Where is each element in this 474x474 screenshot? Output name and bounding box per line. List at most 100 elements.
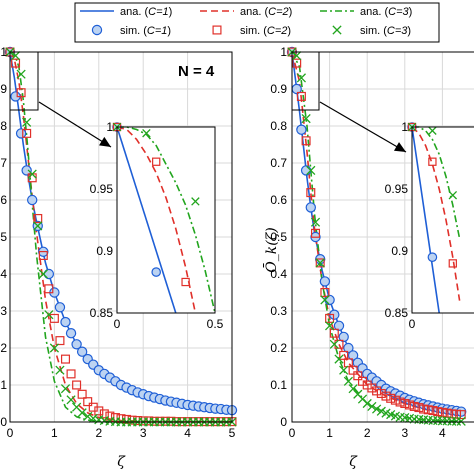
main-marker-c3 xyxy=(329,339,339,349)
legend-label-suffix: ) xyxy=(407,25,411,37)
main-marker-c2 xyxy=(310,228,321,238)
inset-marker-c2 xyxy=(181,277,190,287)
main-marker-c2 xyxy=(348,365,358,375)
inset-line-c2 xyxy=(411,126,461,301)
main-marker-c2 xyxy=(94,406,104,416)
main-marker-c2 xyxy=(38,250,48,261)
legend-label-suffix: ) xyxy=(167,25,171,37)
inset-marker-c3 xyxy=(448,190,458,200)
main-marker-c2 xyxy=(72,380,82,390)
main-marker-c3 xyxy=(306,165,316,175)
main-marker-c2 xyxy=(456,410,466,420)
inset-marker-c2 xyxy=(428,157,437,166)
main-marker-c2 xyxy=(343,358,353,368)
main-marker-c1 xyxy=(76,346,88,357)
main-marker-c3 xyxy=(334,354,344,364)
legend-entry-simulation-c1: sim. (C=1) xyxy=(91,24,171,37)
legend-label-prefix: ana. ( xyxy=(360,6,388,18)
main-marker-c3 xyxy=(38,269,48,279)
main-marker-c1 xyxy=(43,268,55,280)
main-marker-c3 xyxy=(22,117,32,127)
legend-label-prefix: sim. ( xyxy=(360,25,387,37)
main-marker-c3 xyxy=(339,365,349,375)
main-marker-c2 xyxy=(66,369,76,379)
main-marker-c2 xyxy=(423,405,433,415)
legend-label-prefix: sim. ( xyxy=(120,25,147,37)
main-marker-c3 xyxy=(367,401,377,412)
x-axis-label: ζ xyxy=(349,454,358,470)
y-tick-label: 0.5 xyxy=(270,230,287,244)
main-marker-c2 xyxy=(442,408,452,418)
plot-frame xyxy=(291,51,474,423)
main-marker-c3 xyxy=(320,295,330,305)
main-marker-c2 xyxy=(400,398,410,409)
main-marker-c2 xyxy=(11,58,21,68)
x-tick-label: 2 xyxy=(95,426,102,440)
main-marker-c1 xyxy=(347,350,359,361)
main-marker-c2 xyxy=(381,391,391,401)
legend-label-prefix: sim. ( xyxy=(240,25,267,37)
main-marker-c1 xyxy=(15,128,27,139)
zoom-arrow xyxy=(319,101,407,153)
main-marker-c2 xyxy=(419,404,429,414)
inset-plot: 0.85 0.9 0.95 1 0 xyxy=(385,120,474,331)
main-marker-c2 xyxy=(306,188,316,198)
x-tick-label: 4 xyxy=(184,426,191,440)
inset-line-c1 xyxy=(116,126,177,314)
main-marker-c2 xyxy=(320,287,330,298)
zoom-arrow-head xyxy=(99,136,111,147)
main-marker-c2 xyxy=(292,58,302,68)
y-tick-label: .7 xyxy=(0,156,7,170)
inset-marker-c1 xyxy=(427,252,438,263)
y-tick-label: 0 xyxy=(280,415,287,429)
inset-y-tick-label: 1 xyxy=(106,120,113,134)
inset-plot: 0.85 0.9 0.95 1 0 0.5 xyxy=(90,120,224,331)
legend-label: ana. (C=3) xyxy=(360,6,412,18)
main-marker-c1 xyxy=(456,406,467,417)
y-tick-label: .6 xyxy=(0,193,7,207)
legend-marker-c2 xyxy=(212,25,222,35)
legend-label-suffix: ) xyxy=(287,25,291,37)
legend-entry-analytical-c2: ana. (C=2) xyxy=(200,6,292,18)
main-marker-c2 xyxy=(296,91,306,101)
zoom-arrow xyxy=(38,101,112,148)
legend-entry-simulation-c3: sim. (C=3) xyxy=(332,25,411,37)
main-marker-c2 xyxy=(404,400,415,410)
main-marker-c2 xyxy=(395,397,405,407)
main-marker-c3 xyxy=(27,169,37,179)
y-tick-label: 0.3 xyxy=(270,304,287,318)
main-marker-c1 xyxy=(296,124,307,135)
inset-marker-c1 xyxy=(151,267,161,277)
main-marker-c2 xyxy=(386,393,396,403)
main-marker-c3 xyxy=(44,310,54,320)
inset-x-tick-label: 0.5 xyxy=(207,317,224,331)
main-marker-c2 xyxy=(16,88,26,98)
main-marker-c3 xyxy=(10,51,21,61)
inset-background xyxy=(412,127,474,313)
main-marker-c2 xyxy=(105,411,115,421)
main-marker-c3 xyxy=(325,321,335,331)
y-tick-label: 0.7 xyxy=(270,156,287,170)
main-marker-c2 xyxy=(409,401,419,411)
plot-frame xyxy=(9,51,233,423)
main-line-c3 xyxy=(291,51,462,423)
main-marker-c3 xyxy=(456,416,466,426)
legend-entry-analytical-c3: ana. (C=3) xyxy=(320,6,412,18)
main-marker-c1 xyxy=(27,194,38,206)
main-marker-c2 xyxy=(367,383,377,393)
main-marker-c2 xyxy=(414,403,424,413)
main-marker-c2 xyxy=(376,389,386,399)
main-marker-c3 xyxy=(372,404,382,414)
main-marker-c3 xyxy=(66,395,76,405)
legend-entry-analytical-c1: ana. (C=1) xyxy=(80,6,172,18)
inset-background xyxy=(117,127,215,313)
y-tick-label: 0.2 xyxy=(270,341,287,355)
y-axis-label: Ō_k(ζ) xyxy=(262,227,280,272)
legend-label: sim. (C=2) xyxy=(240,25,291,37)
y-tick-label: 0.8 xyxy=(270,119,287,133)
inset-y-tick-label: 0.9 xyxy=(391,244,408,258)
legend-marker-c1 xyxy=(91,24,103,36)
inset-frame xyxy=(116,126,216,314)
main-marker-c3 xyxy=(343,376,353,386)
